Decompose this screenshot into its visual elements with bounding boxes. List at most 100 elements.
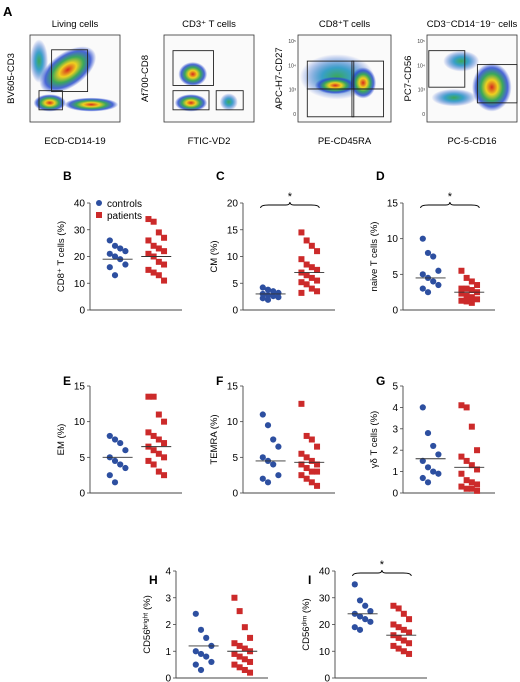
y-tick-label: 0 (232, 306, 238, 317)
facs-plot-3: CD8⁺T cells PE-CD45RA APC-H7-CD27 (274, 19, 392, 147)
density-cluster (314, 76, 356, 95)
data-point-controls (367, 618, 374, 625)
data-point-patients (308, 457, 315, 464)
data-point-patients (155, 411, 162, 418)
facs-title: Living cells (52, 19, 99, 30)
data-point-controls (435, 451, 442, 458)
y-tick-label: 10 (227, 417, 239, 428)
gate (428, 50, 466, 88)
y-tick-label: 1 (392, 467, 398, 478)
data-point-controls (424, 249, 432, 257)
data-point-patients (298, 229, 305, 236)
data-point-patients (231, 594, 238, 601)
data-point-controls (424, 289, 432, 296)
data-point-patients (406, 616, 413, 623)
data-point-patients (161, 440, 168, 447)
data-point-controls (197, 666, 205, 674)
gate (476, 64, 518, 104)
data-point-controls (419, 474, 426, 482)
data-point-controls (122, 464, 129, 472)
y-tick-label: 10 (319, 647, 331, 658)
data-point-controls (106, 250, 113, 257)
data-point-patients (458, 267, 465, 274)
data-point-patients (155, 229, 162, 236)
data-point-patients (241, 666, 248, 673)
data-point-controls (117, 461, 124, 468)
data-point-patients (390, 602, 397, 609)
data-point-patients (468, 294, 475, 301)
data-point-patients (231, 640, 238, 647)
gate (351, 88, 385, 118)
data-point-patients (236, 664, 243, 671)
data-point-patients (145, 237, 152, 244)
y-tick-label: 0 (79, 306, 85, 317)
density-cluster (33, 94, 66, 112)
panel-label: D (376, 169, 385, 183)
data-point-patients (395, 634, 402, 641)
facs-title: CD8⁺T cells (319, 19, 371, 30)
data-point-patients (150, 447, 157, 454)
facs-tick-label: 10³ (418, 88, 426, 94)
data-point-patients (145, 429, 152, 436)
data-point-patients (468, 462, 475, 469)
data-point-patients (458, 290, 465, 297)
data-point-controls (208, 658, 215, 666)
panel-i: I 0 10 20 30 40 CD56ᵈⁱᵐ (%) * (301, 559, 427, 682)
facs-x-label: ECD-CD14-19 (44, 136, 105, 147)
data-point-patients (241, 656, 248, 663)
data-point-controls (435, 281, 442, 289)
significance-bracket (260, 201, 320, 209)
data-point-controls (106, 237, 113, 244)
density-cluster (39, 46, 97, 94)
data-point-patients (400, 610, 407, 617)
data-point-patients (298, 289, 305, 296)
data-point-patients (150, 269, 157, 276)
data-point-patients (298, 256, 305, 263)
data-point-patients (463, 285, 470, 292)
panel-label: F (216, 374, 223, 388)
data-point-patients (406, 640, 413, 647)
panel-label: B (63, 169, 72, 183)
data-point-controls (424, 479, 432, 486)
facs-y-label: APC-H7-CD27 (274, 47, 285, 109)
data-point-controls (117, 439, 124, 447)
data-point-patients (400, 637, 407, 644)
y-tick-label: 0 (232, 489, 238, 500)
y-tick-label: 15 (387, 199, 399, 210)
data-point-patients (303, 475, 310, 482)
y-tick-label: 5 (79, 453, 85, 464)
data-point-controls (419, 285, 426, 292)
data-point-patients (155, 245, 162, 252)
data-point-patients (314, 482, 321, 489)
data-point-controls (430, 278, 437, 285)
facs-tick-label: 10³ (289, 88, 297, 94)
gate (38, 90, 63, 111)
y-axis-label: γδ T cells (%) (369, 411, 380, 468)
data-point-controls (192, 610, 199, 617)
data-point-controls (264, 291, 272, 299)
data-point-patients (395, 645, 402, 652)
density-cluster (178, 61, 208, 87)
data-point-controls (192, 661, 199, 668)
y-tick-label: 0 (79, 489, 85, 500)
data-point-controls (356, 613, 364, 620)
data-point-controls (111, 272, 119, 279)
data-point-patients (458, 402, 465, 409)
data-point-controls (259, 454, 266, 461)
data-point-patients (308, 242, 315, 249)
data-point-controls (106, 264, 113, 271)
data-point-controls (356, 626, 364, 633)
y-axis-label: CD56ᵇʳⁱᵍʰᵗ (%) (142, 595, 153, 654)
y-tick-label: 30 (319, 593, 331, 604)
data-point-patients (161, 472, 168, 479)
data-point-controls (122, 248, 129, 255)
y-tick-label: 10 (74, 279, 86, 290)
data-point-patients (155, 468, 162, 475)
y-tick-label: 0 (324, 674, 330, 682)
data-point-patients (395, 624, 402, 631)
data-point-patients (474, 296, 481, 303)
data-point-patients (161, 454, 168, 461)
data-point-patients (150, 218, 157, 225)
data-point-patients (406, 650, 413, 657)
